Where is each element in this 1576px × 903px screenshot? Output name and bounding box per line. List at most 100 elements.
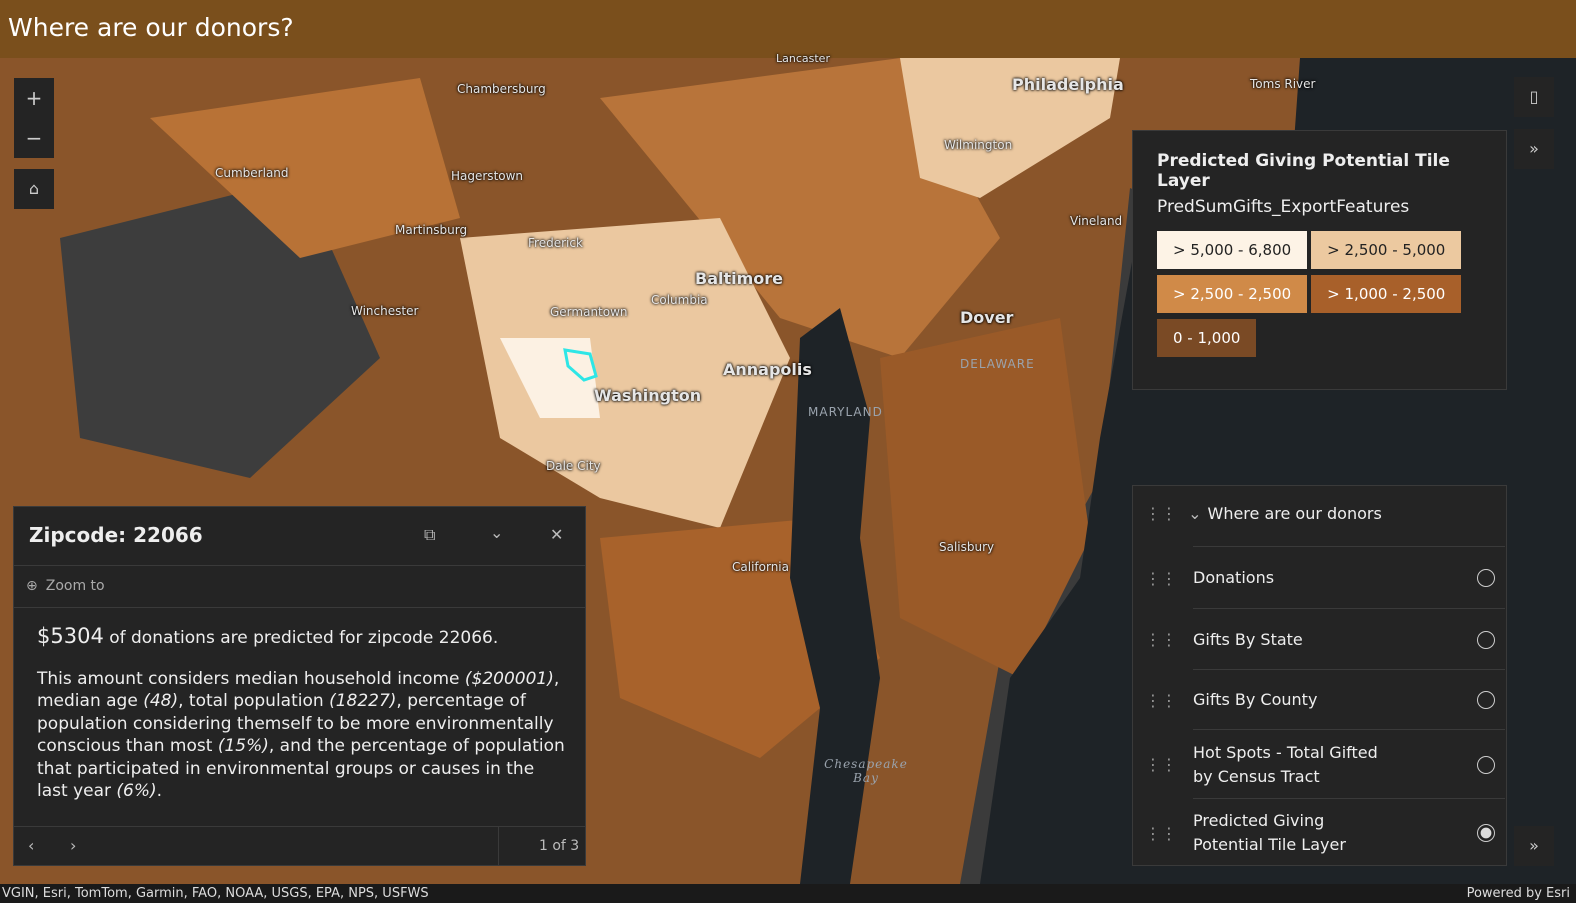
attribution-bar: VGIN, Esri, TomTom, Garmin, FAO, NOAA, U… <box>0 884 1576 903</box>
water <box>790 308 880 884</box>
legend-classes: > 5,000 - 6,800 > 2,500 - 5,000> 2,500 - … <box>1157 231 1487 363</box>
place-label: California <box>732 560 789 574</box>
selected-zip <box>563 348 598 382</box>
region-label: MARYLAND <box>808 405 883 419</box>
grip: ⋮⋮ <box>1145 568 1177 588</box>
grip: ⋮⋮ <box>1145 823 1177 843</box>
legend-class: 0 - 1,000 <box>1157 319 1257 357</box>
layer-item[interactable]: ⋮⋮ Predicted Giving Potential Tile Layer <box>1145 798 1505 867</box>
layer-item[interactable]: ⋮⋮ Hot Spots - Total Gifted by Census Tra… <box>1145 729 1505 799</box>
place-label: Hagerstown <box>451 169 524 183</box>
zoom-in[interactable]: + <box>14 78 54 118</box>
radio[interactable] <box>1477 755 1495 774</box>
value: (48) <box>143 691 179 711</box>
dock[interactable]: ⧉ <box>424 525 436 544</box>
legend: Predicted Giving Potential Tile Layer Pr… <box>1132 130 1507 390</box>
place-label: Vineland <box>1070 214 1123 228</box>
popup-body: This amount considers median household i… <box>37 668 567 803</box>
grip: ⋮⋮ <box>1145 755 1177 774</box>
place-label: Dale City <box>546 459 601 473</box>
popup-title: Zipcode: 22066 <box>29 523 203 547</box>
header-title: Where are our donors? <box>0 0 1576 58</box>
grip: ⋮⋮ <box>1145 690 1177 710</box>
zone <box>150 78 460 258</box>
zoom-to[interactable]: ⊕ Zoom to <box>14 565 585 608</box>
bookmarks[interactable]: ▯ <box>1514 77 1554 117</box>
text: , and the percentage of population that … <box>37 736 565 801</box>
layer-item[interactable]: ⋮⋮ Gifts By County <box>1145 669 1505 730</box>
zone <box>900 58 1120 198</box>
popup-content: $5304 of donations are predicted for zip… <box>37 625 567 803</box>
layer-item[interactable]: ⋮⋮ Gifts By State <box>1145 608 1505 670</box>
place-label: Chambersburg <box>457 82 546 96</box>
zoom-to-label: Zoom to <box>45 578 105 594</box>
place-label: Cumberland <box>215 166 289 180</box>
radio[interactable] <box>1477 691 1495 709</box>
expand-layers[interactable]: » <box>1514 826 1554 866</box>
powered-by: Powered by Esri <box>1466 886 1570 901</box>
place-label: Wilmington <box>944 138 1013 152</box>
popup-footer: ‹ › 1 of 3 <box>14 826 585 866</box>
prev[interactable]: ‹ <box>28 836 35 855</box>
legend-class: > 5,000 - 6,800 <box>1157 231 1308 269</box>
zone <box>600 58 1000 358</box>
value: (15%) <box>217 736 269 756</box>
grip: ⋮⋮ <box>1145 630 1177 649</box>
layer-name: Predicted Giving Potential Tile Layer <box>1193 811 1346 854</box>
text: . <box>156 781 163 801</box>
place-label: Philadelphia <box>1012 75 1124 94</box>
water-label: Chesapeake Bay <box>824 757 908 785</box>
group-name: Where are our donors <box>1207 504 1382 523</box>
text: , total population <box>178 691 330 711</box>
expand-legend[interactable]: » <box>1514 129 1554 169</box>
legend-title: Predicted Giving Potential Tile Layer <box>1157 151 1450 191</box>
place-label: Winchester <box>351 304 419 318</box>
zone <box>880 318 1090 678</box>
legend-class: > 2,500 - 2,500 <box>1157 275 1308 313</box>
layer-item[interactable]: ⋮⋮ Donations <box>1145 546 1505 609</box>
popup: Zipcode: 22066 ⧉ ⌄ ✕ ⊕ Zoom to $5304 of d… <box>13 506 586 866</box>
place-label: Columbia <box>651 293 708 307</box>
pager[interactable]: 1 of 3 <box>498 827 579 865</box>
text: This amount considers median household i… <box>37 668 465 689</box>
place-label: Washington <box>594 386 702 405</box>
place-label: Lancaster <box>776 52 830 65</box>
layer-name: Gifts By County <box>1193 690 1318 709</box>
radio[interactable] <box>1477 824 1495 842</box>
layer-name: Hot Spots - Total Gifted by Census Tract <box>1193 742 1378 786</box>
text: , percentage of population considering t… <box>37 691 554 756</box>
radio[interactable] <box>1477 630 1495 649</box>
layer-name: Donations <box>1193 568 1275 587</box>
zone <box>460 218 790 528</box>
amount: $5304 <box>37 624 104 648</box>
place-label: Frederick <box>528 236 583 250</box>
place-label: Toms River <box>1250 77 1316 91</box>
place-label: Dover <box>960 308 1014 327</box>
place-label: Germantown <box>550 305 628 319</box>
attribution: VGIN, Esri, TomTom, Garmin, FAO, NOAA, U… <box>2 886 429 901</box>
popup-lead: of donations are predicted for zipcode 2… <box>103 628 499 648</box>
place-label: Salisbury <box>939 540 995 554</box>
place-label: Annapolis <box>723 360 812 379</box>
text: , median age <box>37 668 560 712</box>
value: (6%) <box>116 781 157 801</box>
close[interactable]: ✕ <box>550 525 564 544</box>
radio[interactable] <box>1477 569 1495 587</box>
home[interactable]: ⌂ <box>14 169 54 209</box>
value: ($200001) <box>464 668 554 689</box>
legend-layer: PredSumGifts_ExportFeatures <box>1157 197 1410 217</box>
region-label: DELAWARE <box>960 357 1035 371</box>
value: (18227) <box>329 691 397 711</box>
collapse[interactable]: ⌄ <box>490 523 504 542</box>
layer-name: Gifts By State <box>1193 629 1303 649</box>
zoom-out[interactable]: − <box>14 118 54 158</box>
zone <box>500 338 600 418</box>
place-label: Martinsburg <box>395 223 468 237</box>
legend-class: > 2,500 - 5,000 <box>1311 231 1462 269</box>
place-label: Baltimore <box>695 269 784 288</box>
legend-class: > 1,000 - 2,500 <box>1311 275 1462 313</box>
layer-list: ⋮⋮ ⌄ Where are our donors ⋮⋮ Donations ⋮⋮ Gi… <box>1132 485 1507 866</box>
layer-group[interactable]: ⋮⋮ ⌄ Where are our donors <box>1145 504 1382 523</box>
next[interactable]: › <box>70 836 77 855</box>
